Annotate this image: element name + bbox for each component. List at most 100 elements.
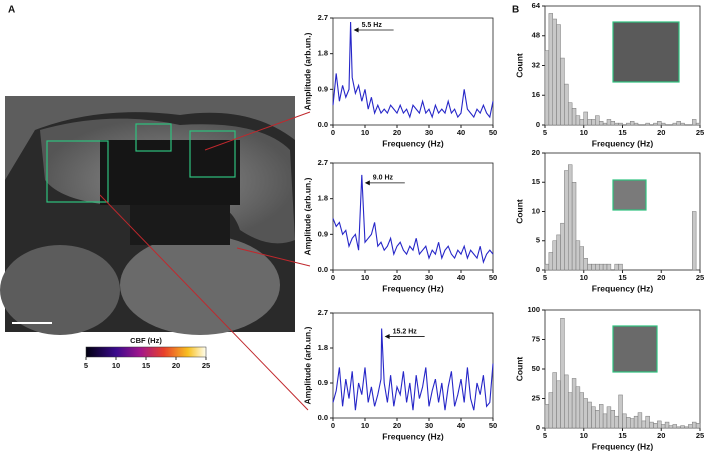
histogram-bar xyxy=(653,423,658,429)
histogram-bar xyxy=(575,115,581,126)
x-tick-label: 5 xyxy=(543,128,547,137)
histogram-bar xyxy=(575,386,581,429)
histogram-bar xyxy=(599,121,604,126)
histogram-bar xyxy=(680,122,685,126)
histogram-bar xyxy=(564,170,569,271)
histogram-bar xyxy=(564,374,569,429)
y-axis-label: Count xyxy=(514,357,524,382)
y-axis-label: Amplitude (arb.un.) xyxy=(302,326,312,404)
histogram-bar xyxy=(692,421,697,429)
histogram-bar xyxy=(556,380,561,429)
histogram-bar xyxy=(637,412,643,429)
histogram-bar xyxy=(633,122,639,126)
histogram-bar xyxy=(633,415,639,429)
x-tick-label: 10 xyxy=(361,421,369,430)
histogram-bar xyxy=(544,263,550,271)
histogram-bar xyxy=(610,121,615,126)
microscopy-image xyxy=(0,96,295,335)
histogram-bar xyxy=(595,410,600,429)
histogram-bar xyxy=(599,404,604,429)
histogram-bar xyxy=(614,263,619,271)
y-tick-label: 64 xyxy=(532,1,541,10)
y-axis-label: Count xyxy=(514,53,524,78)
histogram-bar xyxy=(610,410,615,429)
histogram-bar xyxy=(695,423,701,429)
annotation: 9.0 Hz xyxy=(373,175,394,182)
histogram-bar xyxy=(626,122,631,126)
histogram-bar xyxy=(657,420,662,429)
histogram-bar xyxy=(606,119,612,126)
y-tick-label: 1.8 xyxy=(318,49,328,58)
x-tick-label: 20 xyxy=(657,273,665,282)
y-tick-label: 0.0 xyxy=(318,265,328,274)
histogram-bar xyxy=(544,50,550,126)
y-tick-label: 0.9 xyxy=(318,378,328,387)
x-axis-label: Frequency (Hz) xyxy=(592,138,654,148)
histogram-bar xyxy=(649,421,654,429)
histogram-bar xyxy=(680,425,685,429)
histogram-bar xyxy=(676,121,681,126)
y-axis-label: Amplitude (arb.un.) xyxy=(302,177,312,255)
annotation-arrowhead xyxy=(353,27,359,33)
x-tick-label: 20 xyxy=(393,273,401,282)
x-tick-label: 15 xyxy=(618,128,626,137)
histogram-bar xyxy=(661,122,666,126)
x-tick-label: 0 xyxy=(331,421,335,430)
histogram-bar xyxy=(579,119,584,126)
histogram-bar xyxy=(672,122,677,126)
y-tick-label: 15 xyxy=(532,177,540,186)
histogram-bar xyxy=(575,240,581,271)
histogram-bar xyxy=(591,406,596,429)
x-axis-label: Frequency (Hz) xyxy=(382,283,444,293)
histogram-bar xyxy=(571,182,577,271)
histogram-bar xyxy=(587,119,592,126)
x-tick-label: 25 xyxy=(696,431,704,440)
x-tick-label: 30 xyxy=(425,128,433,137)
colorbar xyxy=(85,346,207,358)
histogram-bar xyxy=(556,24,561,126)
histogram-bar xyxy=(587,401,592,429)
y-tick-label: 1.8 xyxy=(318,194,328,203)
y-tick-label: 100 xyxy=(527,305,540,314)
y-tick-label: 2.7 xyxy=(318,308,328,317)
x-tick-label: 50 xyxy=(489,421,497,430)
histogram-bar xyxy=(595,263,600,271)
histogram-bar xyxy=(645,415,650,429)
histogram-bar xyxy=(606,406,612,429)
annotation: 15.2 Hz xyxy=(393,328,418,335)
histogram-bar xyxy=(672,424,677,429)
panel-label: A xyxy=(8,5,15,16)
histogram-bar xyxy=(552,240,557,271)
y-tick-label: 0 xyxy=(536,120,540,129)
histogram-bar xyxy=(606,263,612,271)
histogram-bar xyxy=(695,122,701,126)
y-tick-label: 75 xyxy=(532,334,540,343)
histogram-bar xyxy=(595,115,600,126)
histogram-bar xyxy=(544,404,550,429)
histogram-bar xyxy=(568,102,573,126)
annotation-arrowhead xyxy=(384,334,390,340)
x-tick-label: 10 xyxy=(580,431,588,440)
x-tick-label: 50 xyxy=(489,128,497,137)
histogram-bar xyxy=(552,372,557,429)
histogram-bar xyxy=(626,417,631,429)
histogram-bar xyxy=(548,392,553,429)
x-tick-label: 20 xyxy=(393,128,401,137)
x-tick-label: 0 xyxy=(331,128,335,137)
colorbar-tick-label: 25 xyxy=(202,361,210,370)
y-tick-label: 5 xyxy=(536,236,540,245)
histogram-bar xyxy=(668,425,674,429)
y-tick-label: 0.0 xyxy=(318,413,328,422)
histogram-bar xyxy=(692,119,697,126)
histogram-bar xyxy=(564,83,569,126)
annotation: 5.5 Hz xyxy=(362,22,383,29)
histogram-bar xyxy=(556,234,561,271)
histogram-bar xyxy=(614,122,619,126)
y-tick-label: 1.8 xyxy=(318,343,328,352)
x-tick-label: 30 xyxy=(425,421,433,430)
panel-label: B xyxy=(512,5,519,16)
x-axis-label: Frequency (Hz) xyxy=(382,431,444,441)
histogram-bar xyxy=(548,252,553,271)
y-tick-label: 0 xyxy=(536,423,540,432)
